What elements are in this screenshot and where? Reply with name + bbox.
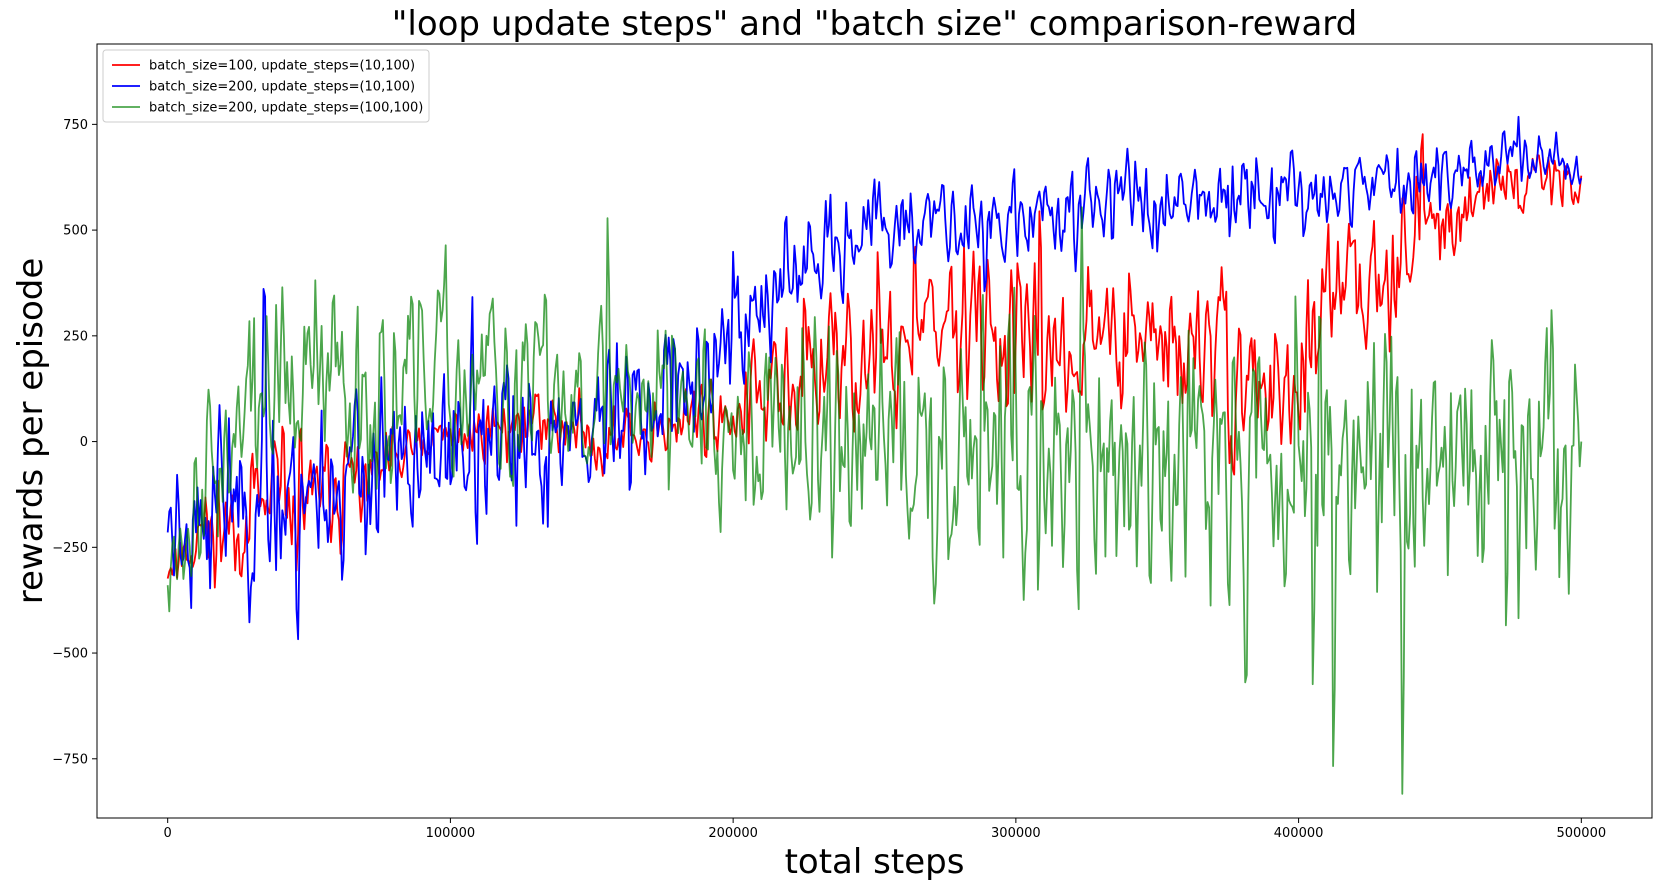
chart-title: "loop update steps" and "batch size" com… [392, 4, 1358, 44]
x-tick-label: 400000 [1274, 826, 1324, 841]
y-tick-label: 250 [63, 329, 88, 344]
series-layer [166, 115, 1583, 795]
legend-label: batch_size=200, update_steps=(100,100) [149, 101, 423, 116]
series-line [166, 206, 1583, 795]
series-line [166, 133, 1583, 589]
x-tick-label: 0 [164, 826, 172, 841]
x-tick-label: 500000 [1556, 826, 1606, 841]
x-tick-label: 200000 [708, 826, 758, 841]
y-tick-label: 500 [63, 224, 88, 239]
series-line [166, 115, 1583, 641]
y-tick-label: −750 [52, 752, 88, 767]
x-tick-label: 300000 [991, 826, 1041, 841]
x-tick-label: 100000 [426, 826, 476, 841]
y-tick-label: −500 [52, 647, 88, 662]
y-tick-label: 750 [63, 118, 88, 133]
y-axis: −750 −500 −250 0 250 500 750 [52, 118, 97, 767]
x-axis-title: total steps [785, 842, 965, 882]
legend: batch_size=100, update_steps=(10,100)bat… [102, 49, 430, 123]
legend-label: batch_size=100, update_steps=(10,100) [149, 59, 415, 74]
y-tick-label: −250 [52, 541, 88, 556]
plot-frame [96, 43, 1653, 819]
y-tick-label: 0 [80, 435, 88, 450]
y-axis-title: rewards per episode [11, 258, 51, 605]
x-axis: 0 100000 200000 300000 400000 500000 [164, 818, 1606, 841]
legend-label: batch_size=200, update_steps=(10,100) [149, 80, 415, 95]
legend-box [102, 49, 430, 123]
